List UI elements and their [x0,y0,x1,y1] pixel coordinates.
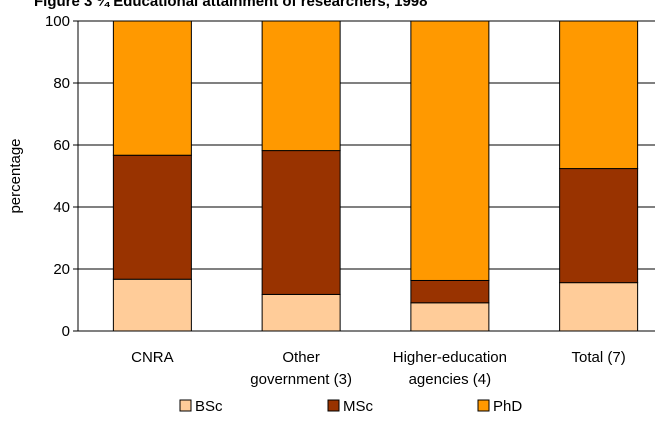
legend-swatch-bsc [179,399,192,412]
bar-segment-msc [261,150,341,295]
legend-label-msc: MSc [343,398,374,415]
y-tick-label: 20 [53,261,70,278]
bars [112,20,639,332]
y-axis-ticks: 0 20 40 60 80 100 [45,13,78,340]
legend-label-bsc: BSc [195,398,223,415]
y-tick-label: 60 [53,137,70,154]
y-tick-label: 0 [62,323,70,340]
bar-segment-msc [112,154,192,280]
bar-segment-phd [112,20,192,156]
x-tick-label: Total (7) [572,349,626,366]
bar-segment-bsc [112,278,192,332]
x-tick-label-line: Other [282,349,320,366]
x-tick-label-line: agencies (4) [409,371,492,388]
y-axis-label: percentage [7,138,24,213]
y-tick-label: 80 [53,75,70,92]
legend: BSc MSc PhD [179,398,522,415]
x-tick-label: Other government (3) [250,349,352,388]
x-tick-label: Higher-education agencies (4) [393,349,507,388]
x-tick-label-line: Total (7) [572,349,626,366]
bar-segment-bsc [261,293,341,332]
chart-title: Figure 3 ¾ Educational attainment of res… [34,0,427,10]
legend-label-phd: PhD [493,398,522,415]
bar-segment-phd [261,20,341,152]
bar-segment-msc [410,279,490,304]
bar-segment-bsc [559,282,639,332]
x-tick-label-line: CNRA [131,349,174,366]
bar-segment-phd [410,20,490,281]
legend-swatch-msc [327,399,340,412]
x-tick-label-line: Higher-education [393,349,507,366]
bar-segment-msc [559,168,639,284]
x-tick-label: CNRA [131,349,174,366]
bar-segment-phd [559,20,639,170]
x-axis-ticks: CNRA Other government (3) Higher-education a… [131,349,626,388]
y-tick-label: 40 [53,199,70,216]
legend-swatch-phd [477,399,490,412]
bar-segment-bsc [410,302,490,332]
x-tick-label-line: government (3) [250,371,352,388]
y-tick-label: 100 [45,13,70,30]
